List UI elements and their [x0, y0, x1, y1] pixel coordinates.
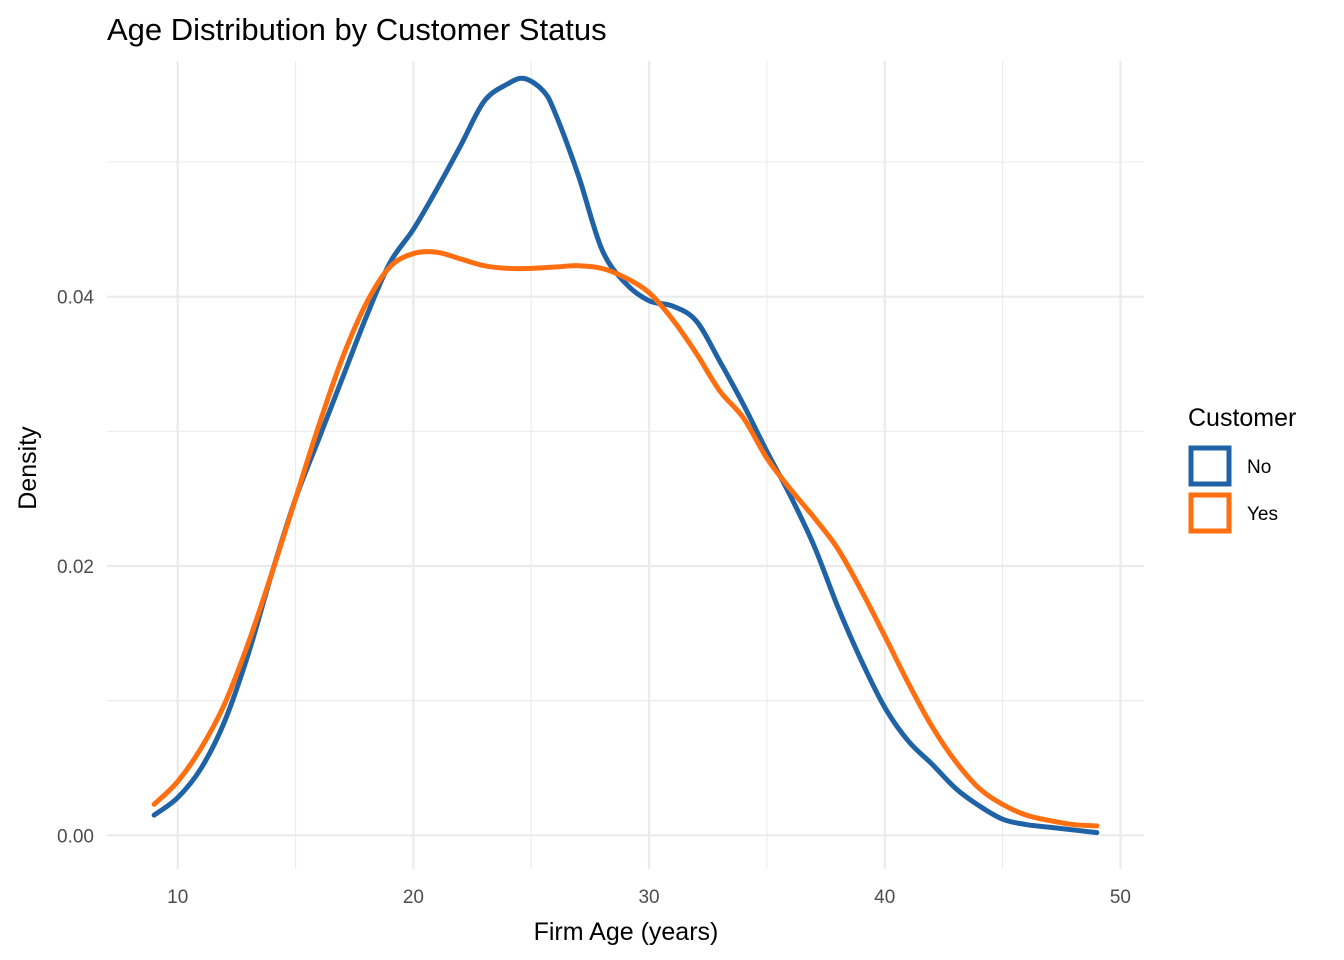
grid: [107, 61, 1144, 869]
x-tick-label: 40: [874, 887, 895, 908]
x-axis-title: Firm Age (years): [534, 918, 719, 946]
legend-label-no: No: [1247, 457, 1271, 478]
x-tick-label: 30: [638, 887, 659, 908]
x-tick-labels: 10 20 30 40 50: [167, 887, 1131, 908]
chart-title: Age Distribution by Customer Status: [107, 12, 607, 47]
y-tick-label: 0.00: [57, 826, 94, 847]
series-line-yes: [151, 249, 1100, 829]
y-tick-label: 0.04: [57, 288, 94, 309]
legend-label-yes: Yes: [1247, 504, 1278, 525]
series-curves: [151, 75, 1100, 836]
legend-key-yes: [1188, 492, 1232, 534]
legend-title: Customer: [1188, 404, 1296, 432]
legend-items: No Yes: [1188, 445, 1278, 534]
x-tick-label: 10: [167, 887, 188, 908]
y-axis-title: Density: [14, 426, 42, 510]
x-tick-label: 50: [1110, 887, 1131, 908]
x-tick-label: 20: [403, 887, 424, 908]
y-tick-labels: 0.00 0.02 0.04: [57, 288, 94, 848]
y-tick-label: 0.02: [57, 557, 94, 578]
legend-key-no: [1188, 445, 1232, 487]
legend: Customer No Yes: [1188, 404, 1296, 534]
